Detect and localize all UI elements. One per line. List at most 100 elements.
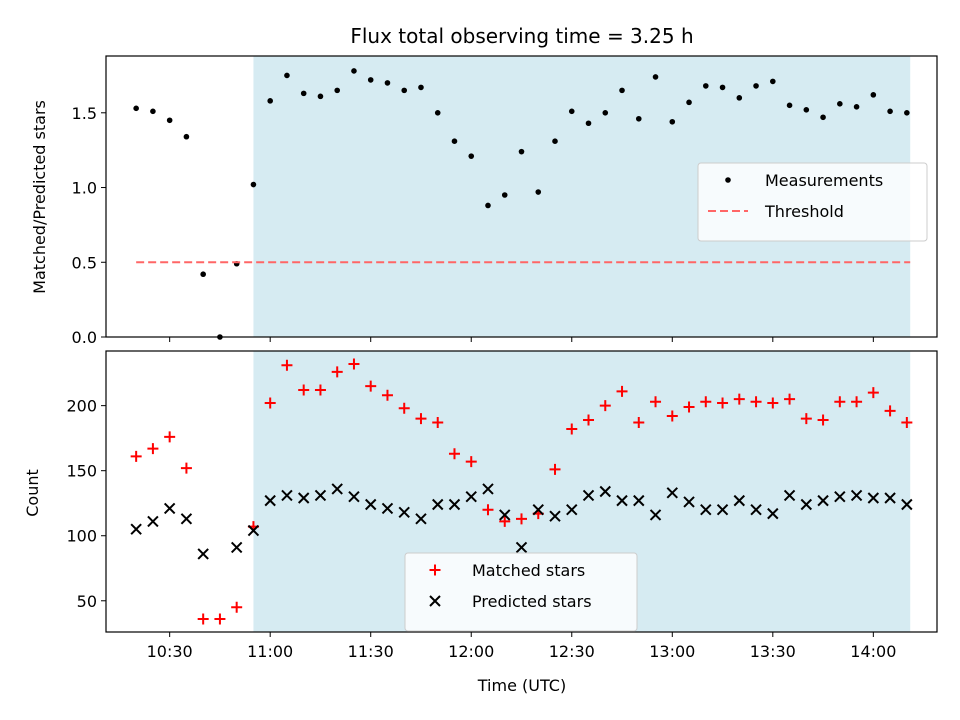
data-point [867, 387, 879, 399]
y-tick-label: 100 [66, 527, 97, 546]
data-point [532, 504, 544, 516]
data-point [686, 99, 692, 106]
data-point [180, 462, 192, 474]
data-point [231, 601, 243, 613]
x-tick-label: 10:30 [147, 642, 193, 661]
data-point [300, 90, 307, 97]
data-point [669, 118, 676, 125]
y-tick-label: 0.0 [72, 328, 97, 347]
data-point [733, 494, 746, 507]
data-point [468, 153, 475, 159]
data-point [683, 401, 695, 413]
data-point [784, 393, 796, 405]
data-point [331, 366, 343, 378]
data-point [683, 496, 695, 508]
data-point [786, 102, 793, 109]
data-point [381, 502, 394, 515]
data-point [133, 105, 139, 112]
data-point [499, 509, 511, 521]
data-point [200, 271, 206, 278]
data-point [834, 396, 846, 408]
data-point [518, 148, 525, 155]
data-point [535, 189, 542, 195]
data-point [264, 494, 276, 507]
data-point [501, 192, 508, 198]
data-point [418, 84, 424, 91]
data-point [582, 489, 595, 502]
data-point [465, 490, 477, 503]
y-tick-label: 1.0 [72, 179, 97, 198]
data-point [150, 108, 156, 115]
data-point [800, 498, 813, 511]
series-predicted-stars [130, 483, 913, 560]
data-point [803, 107, 810, 113]
data-point [616, 494, 628, 507]
data-point [850, 489, 863, 502]
legend-swatch [725, 177, 731, 183]
data-point [566, 423, 578, 435]
data-point [666, 410, 678, 422]
data-point [314, 489, 327, 502]
data-point [147, 515, 159, 528]
data-point [666, 487, 678, 499]
data-point [853, 104, 860, 110]
legend: Measurements Threshold [697, 162, 928, 242]
legend-box [697, 162, 928, 242]
data-point [820, 114, 826, 121]
data-point [398, 506, 410, 519]
data-point [163, 502, 176, 515]
data-point [365, 380, 377, 392]
data-point [331, 483, 343, 495]
legend-label: Predicted stars [472, 592, 592, 611]
axes-frame [105, 55, 938, 338]
data-point [602, 109, 609, 116]
data-point [250, 181, 257, 188]
data-point [716, 504, 729, 516]
data-point [230, 541, 243, 554]
data-point [619, 87, 625, 94]
data-point [415, 513, 427, 525]
data-point [432, 498, 444, 511]
data-point [298, 384, 310, 396]
data-point [649, 509, 662, 521]
data-point [901, 498, 913, 511]
data-point [736, 95, 743, 101]
data-point [448, 448, 460, 460]
data-point [652, 74, 659, 80]
data-point [351, 68, 357, 74]
legend-swatch [429, 564, 441, 576]
data-point [267, 98, 273, 104]
data-point [516, 513, 527, 525]
data-point [568, 108, 575, 115]
legend: Matched stars Predicted stars [404, 552, 638, 632]
data-point [130, 450, 142, 462]
data-point [365, 498, 377, 511]
data-point [770, 78, 776, 85]
data-point [281, 489, 293, 502]
data-point [837, 101, 843, 107]
data-point [451, 138, 458, 144]
data-point [901, 417, 913, 429]
data-point [549, 463, 561, 475]
data-point [164, 431, 176, 443]
y-tick-label: 1.5 [72, 104, 97, 123]
data-point [183, 133, 190, 140]
x-tick-label: 11:00 [247, 642, 293, 661]
x-tick-label: 13:30 [750, 642, 796, 661]
data-point [432, 417, 444, 429]
data-point [585, 120, 592, 127]
data-point [381, 389, 393, 401]
data-point [566, 504, 578, 516]
series-measurements [133, 68, 910, 340]
data-point [650, 396, 662, 408]
data-point [549, 510, 561, 522]
data-point [750, 396, 762, 408]
data-point [515, 541, 528, 554]
data-point [334, 87, 341, 94]
data-point [702, 83, 709, 89]
legend-swatch [429, 595, 441, 607]
data-point [384, 80, 391, 86]
data-point [197, 613, 209, 625]
data-point [147, 443, 159, 455]
